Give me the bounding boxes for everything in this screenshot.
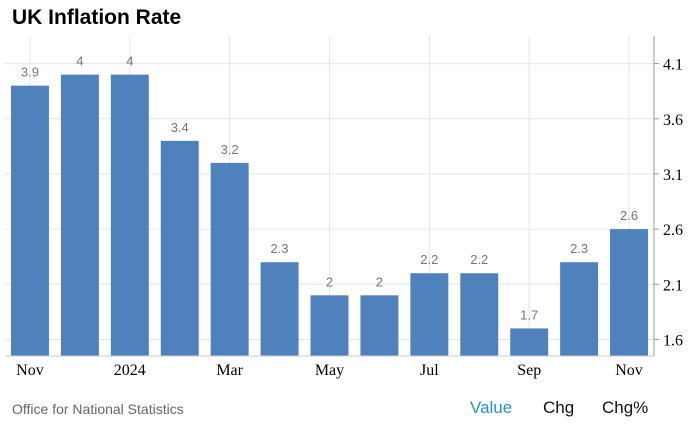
data-label: 4 <box>126 54 133 69</box>
x-tick-label: 2024 <box>114 362 146 379</box>
x-tick-label: Jul <box>420 362 439 379</box>
tab-chg-percent[interactable]: Chg% <box>602 398 649 417</box>
bar[interactable] <box>510 328 549 356</box>
bar[interactable] <box>360 295 399 356</box>
bar-chart: 3.9 4 4 3.4 3.2 2.3 2 2 2.2 2.2 1.7 2.3 2.6 Nov 2024 M… <box>5 36 683 379</box>
bar[interactable] <box>560 262 599 356</box>
data-label: 3.4 <box>171 120 189 135</box>
y-axis-ticks: 1.6 2.1 2.6 3.1 3.6 4.1 <box>654 57 683 349</box>
data-label: 2.3 <box>271 241 289 256</box>
data-label: 2.6 <box>620 208 638 223</box>
data-label: 2.2 <box>470 252 488 267</box>
x-tick-label: Nov <box>16 362 44 379</box>
data-label: 2.2 <box>420 252 438 267</box>
data-label: 3.2 <box>221 142 239 157</box>
bar[interactable] <box>310 295 349 356</box>
y-tick-label: 4.1 <box>663 57 683 74</box>
y-tick-label: 2.6 <box>663 222 683 239</box>
x-tick-label: Nov <box>615 362 643 379</box>
bar[interactable] <box>160 140 199 356</box>
x-tick-label: May <box>315 362 344 379</box>
bar[interactable] <box>60 74 99 356</box>
x-tick-label: Mar <box>216 362 243 379</box>
x-axis-ticks: Nov 2024 Mar May Jul Sep Nov <box>16 362 643 379</box>
data-label: 2.3 <box>570 241 588 256</box>
data-label: 4 <box>76 54 83 69</box>
data-label: 2 <box>326 274 333 289</box>
bar[interactable] <box>260 262 299 356</box>
y-tick-label: 2.1 <box>663 277 683 294</box>
y-tick-label: 1.6 <box>663 332 683 349</box>
x-tick-label: Sep <box>517 362 541 379</box>
tab-value[interactable]: Value <box>470 398 513 417</box>
data-label: 1.7 <box>520 307 538 322</box>
y-tick-label: 3.1 <box>663 167 683 184</box>
bars <box>10 74 649 356</box>
view-tabs: Value Chg Chg% <box>0 398 698 422</box>
bar[interactable] <box>460 273 499 356</box>
data-label: 3.9 <box>21 65 39 80</box>
data-labels: 3.9 4 4 3.4 3.2 2.3 2 2 2.2 2.2 1.7 2.3 2.6 <box>21 54 638 323</box>
y-tick-label: 3.6 <box>663 112 683 129</box>
data-label: 2 <box>376 274 383 289</box>
bar[interactable] <box>210 162 249 356</box>
bar[interactable] <box>410 273 449 356</box>
bar[interactable] <box>110 74 149 356</box>
tab-chg[interactable]: Chg <box>543 398 575 417</box>
bar[interactable] <box>610 229 649 356</box>
source-text: Office for National Statistics <box>12 401 184 417</box>
chart-title: UK Inflation Rate <box>12 6 182 29</box>
bar[interactable] <box>10 85 49 356</box>
